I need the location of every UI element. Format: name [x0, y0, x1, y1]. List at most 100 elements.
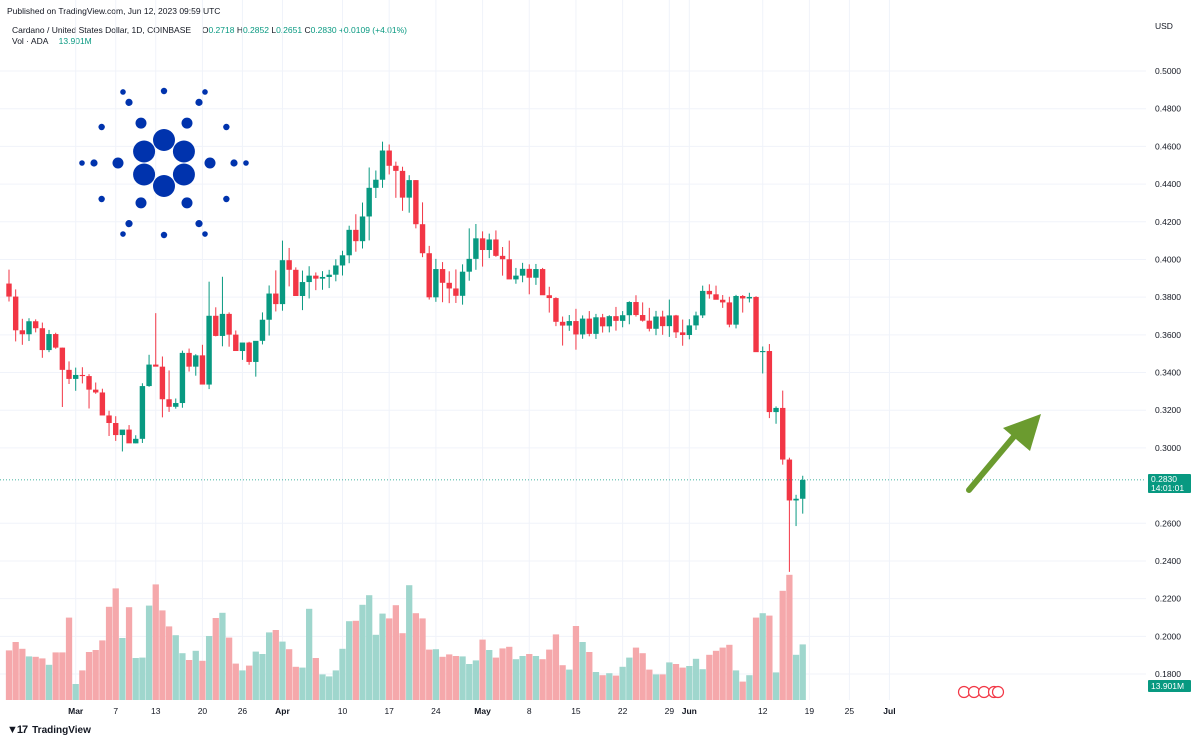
candle-body — [439, 269, 446, 283]
volume-bar — [712, 650, 720, 700]
candle-body — [173, 403, 179, 407]
volume-bar — [786, 574, 793, 700]
volume-bar — [45, 664, 53, 700]
event-flag-icon[interactable] — [957, 685, 971, 699]
volume-bar — [199, 660, 206, 700]
candle-body — [753, 296, 759, 353]
candle-body — [599, 317, 606, 327]
candle-body — [353, 229, 359, 242]
candle-body — [559, 321, 566, 326]
candle-body — [760, 351, 766, 353]
volume-bar — [419, 618, 426, 700]
candle-body — [66, 369, 72, 379]
candle-body — [119, 429, 126, 436]
logo-dot — [98, 123, 105, 131]
volume-bar — [179, 653, 186, 700]
volume-bar — [626, 657, 633, 700]
volume-bar — [306, 608, 313, 700]
logo-dot — [120, 89, 126, 95]
ohlc-low-label: L — [271, 25, 277, 35]
event-flag-icon[interactable] — [991, 685, 1005, 699]
volume-bar — [159, 610, 166, 700]
event-flag-icon[interactable] — [977, 685, 991, 699]
volume-bar — [439, 656, 446, 700]
volume-bar — [772, 672, 780, 700]
volume-bars — [5, 574, 806, 700]
candle-body — [86, 376, 92, 390]
candle-body — [486, 239, 492, 251]
symbol-legend: Cardano / United States Dollar, 1D, COIN… — [12, 25, 407, 35]
date-tick-label: 20 — [198, 706, 208, 716]
price-tick-label: 0.4400 — [1155, 179, 1181, 189]
candle-body — [666, 315, 673, 327]
candle-body — [606, 316, 612, 327]
logo-dot — [98, 195, 105, 203]
volume-bar — [286, 649, 293, 700]
volume-bar — [132, 658, 139, 700]
volume-bar — [699, 669, 706, 700]
ohlc-high: 0.2852 — [242, 25, 269, 35]
logo-dot — [243, 160, 249, 166]
candle-body — [526, 268, 532, 278]
volume-bar — [265, 632, 273, 700]
volume-bar — [39, 658, 46, 700]
candle-body — [186, 352, 192, 367]
candle-body — [746, 296, 753, 299]
candle-body — [393, 165, 399, 171]
candle-body — [59, 347, 66, 370]
volume-label: Vol · ADA — [12, 36, 48, 46]
volume-bar — [352, 620, 359, 700]
cardano-logo-icon — [79, 87, 249, 239]
candle-body — [253, 340, 259, 362]
date-tick-label: Jun — [682, 706, 697, 716]
date-tick-label: Mar — [68, 706, 84, 716]
volume-bar — [192, 650, 199, 700]
date-tick-label: 17 — [384, 706, 394, 716]
candle-body — [113, 423, 119, 436]
candle-body — [446, 282, 452, 289]
volume-bar — [386, 618, 393, 700]
candle-body — [139, 386, 146, 439]
candle-body — [619, 315, 626, 321]
candle-body — [333, 265, 339, 275]
volume-bar — [52, 652, 59, 700]
volume-bar — [646, 669, 653, 700]
volume-bar — [639, 653, 646, 700]
volume-bar — [792, 654, 800, 700]
volume-bar — [205, 636, 213, 700]
events-icons[interactable] — [957, 685, 1005, 699]
volume-bar — [412, 613, 420, 700]
logo-dot — [160, 87, 168, 95]
date-tick-label: 19 — [805, 706, 815, 716]
candle-body — [573, 321, 579, 335]
logo-dot — [230, 159, 238, 167]
logo-dot — [202, 89, 208, 95]
volume-bar — [652, 674, 660, 700]
candle-body — [346, 229, 352, 256]
event-flag-icon[interactable] — [967, 685, 981, 699]
date-tick-label: Apr — [275, 706, 290, 716]
volume-bar — [72, 684, 79, 700]
candle-body — [226, 313, 232, 335]
candle-body — [26, 321, 32, 335]
time-axis[interactable]: Mar 7 13 20 26 Apr 10 17 24 May 8 15 22 29 Jun 12 19 25 Ju… — [68, 706, 895, 716]
date-tick-label: 24 — [431, 706, 441, 716]
candle-body — [633, 302, 639, 316]
volume-bar — [272, 630, 279, 700]
candle-body — [546, 295, 552, 299]
volume-bar — [259, 654, 266, 700]
candle-body — [686, 325, 693, 336]
date-tick-label: 22 — [618, 706, 628, 716]
logo-dot — [195, 220, 203, 228]
volume-bar — [379, 613, 386, 700]
last-price-badge-value: 0.2830 — [1151, 474, 1177, 484]
date-tick-label: 12 — [758, 706, 768, 716]
candle-body — [780, 407, 786, 460]
volume-badge-value: 13.901M — [1151, 681, 1184, 691]
ohlc-open: 0.2718 — [208, 25, 235, 35]
candle-body — [453, 288, 459, 296]
price-axis[interactable]: 0.5000 0.4800 0.4600 0.4400 0.4200 0.4000 0.38… — [1155, 66, 1181, 679]
candle-body — [126, 429, 132, 444]
volume-bar — [92, 650, 99, 700]
